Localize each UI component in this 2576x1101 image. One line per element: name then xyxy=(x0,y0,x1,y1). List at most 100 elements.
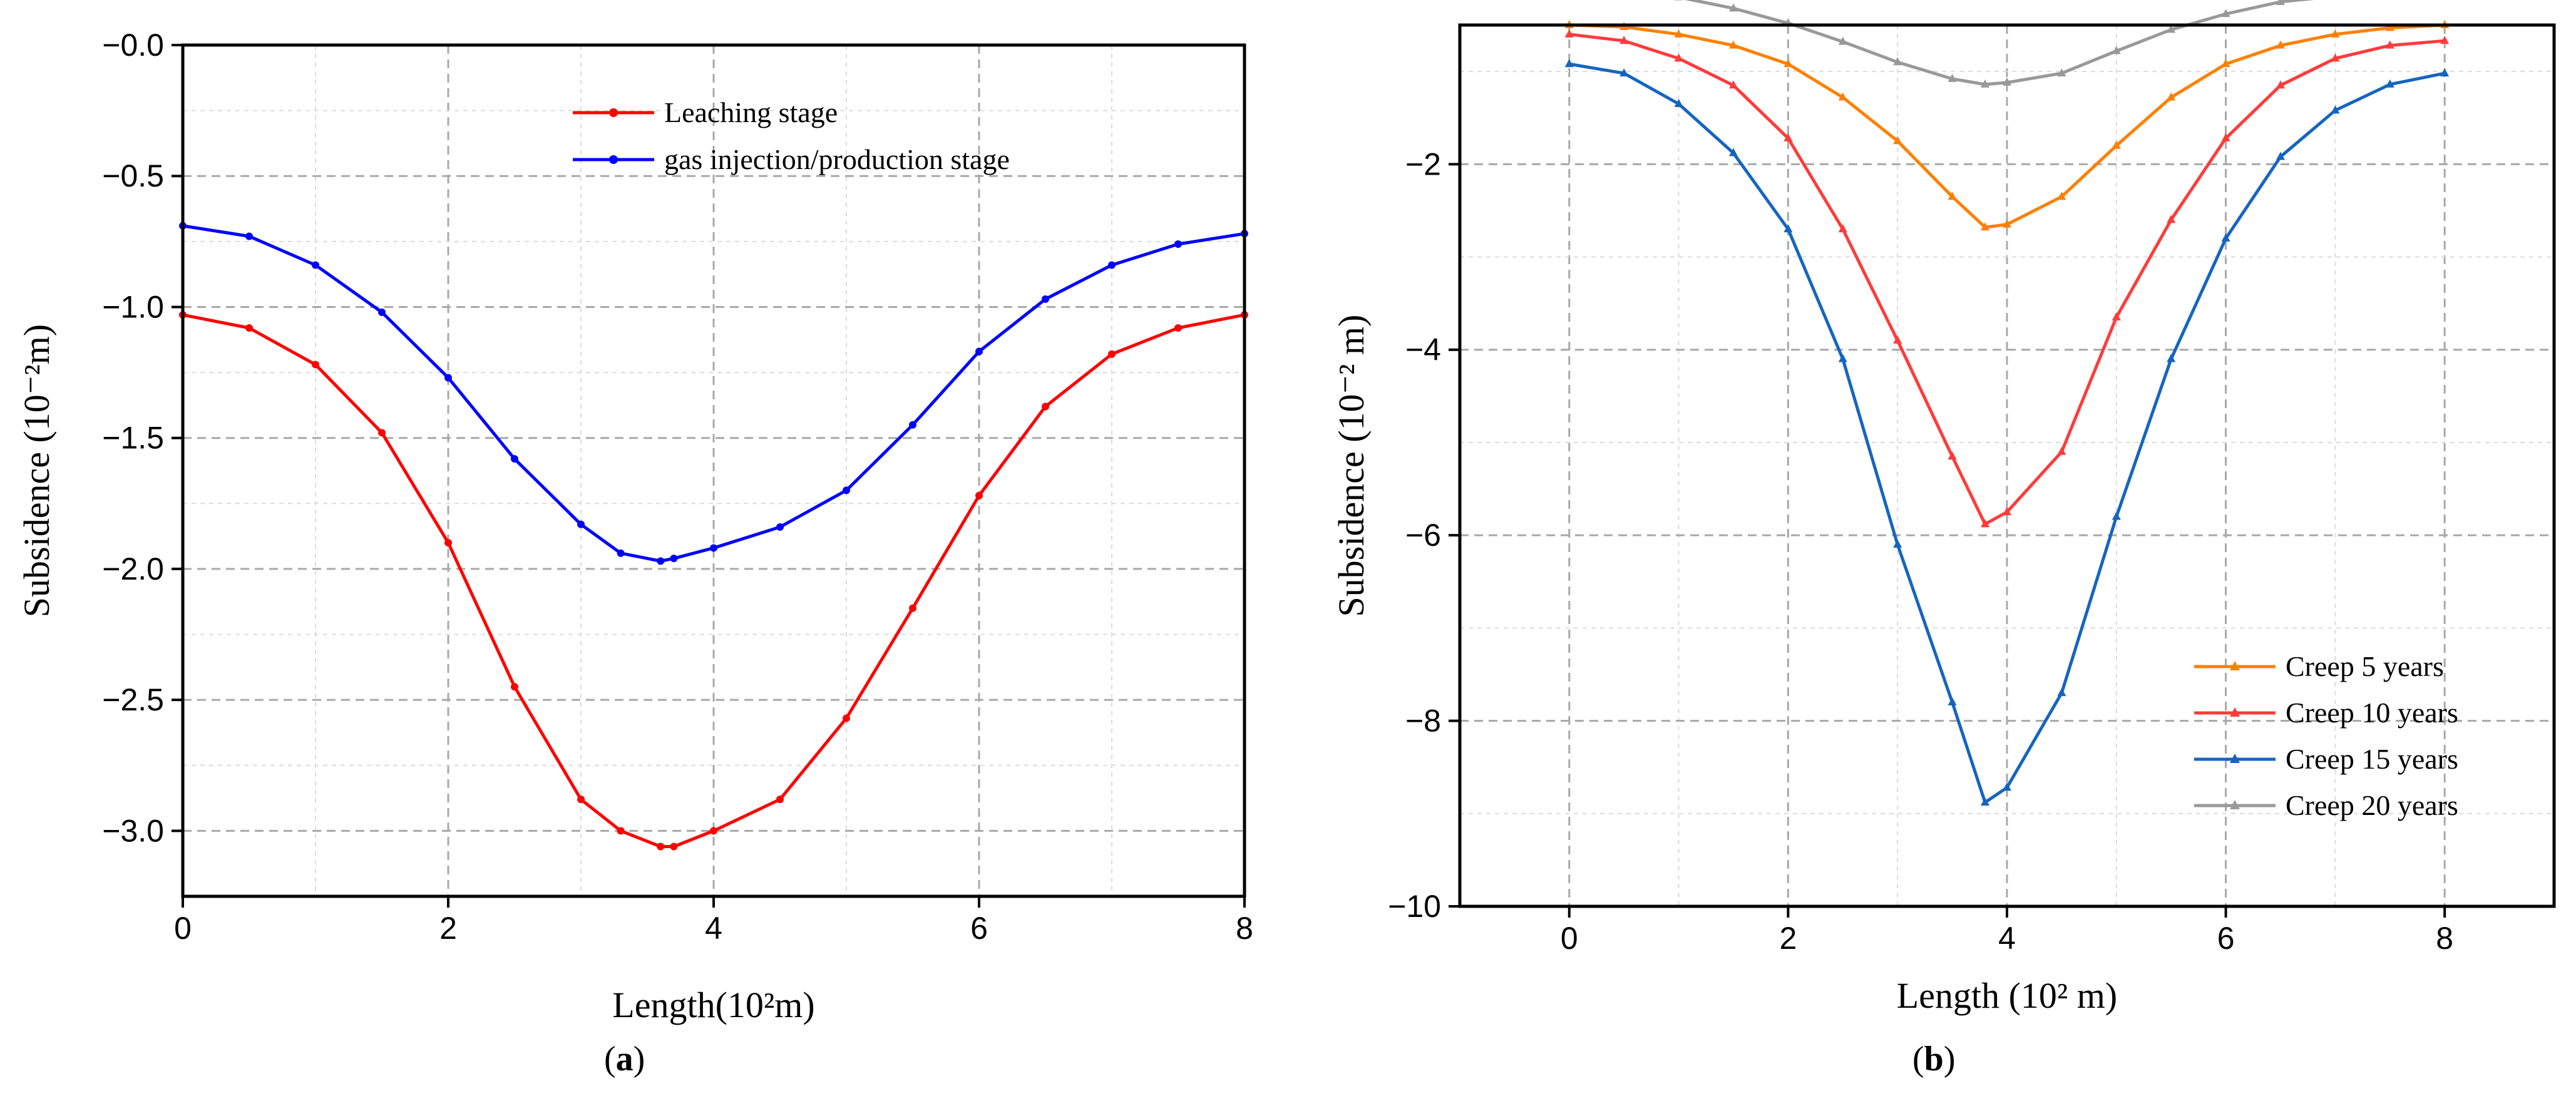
series-a-1 xyxy=(179,222,1248,565)
x-tick-label: 4 xyxy=(705,911,722,946)
data-point xyxy=(2331,53,2340,62)
x-axis-label-a: Length(10²m) xyxy=(612,985,814,1025)
chart-panel-a: 0 2 4 6 8 −0.0 −0.5 −1.0 −1.5 −2.0 −2.5 −3.0 Length(… xyxy=(16,28,1253,1025)
series-b-0 xyxy=(1564,20,2450,231)
data-point xyxy=(1838,224,1847,233)
data-point xyxy=(2112,140,2121,149)
data-point xyxy=(1729,40,1738,49)
legend-a: Leaching stage gas injection/production s… xyxy=(573,96,1010,175)
data-point xyxy=(1947,697,1957,705)
data-point xyxy=(378,308,386,316)
y-tick-label: −0.0 xyxy=(102,28,164,63)
data-point xyxy=(776,523,784,531)
data-point xyxy=(843,714,850,722)
panel-label-a-letter: a xyxy=(615,1040,634,1078)
data-point xyxy=(843,486,850,494)
data-point xyxy=(1564,59,1574,68)
data-point xyxy=(617,827,625,835)
data-point xyxy=(577,796,585,804)
x-tick-label: 0 xyxy=(174,911,192,946)
data-point xyxy=(1981,222,1990,231)
data-point xyxy=(1893,136,1902,145)
y-axis-label-a: Subsidence (10⁻²m) xyxy=(16,324,57,617)
data-point xyxy=(2057,688,2066,697)
legend-label: Creep 5 years xyxy=(2286,650,2444,682)
data-point xyxy=(2221,9,2230,18)
data-point xyxy=(710,544,717,552)
legend-label: Leaching stage xyxy=(664,96,838,128)
data-point xyxy=(1893,57,1902,66)
y-tick-label: −6 xyxy=(1405,518,1441,553)
data-point xyxy=(245,232,253,240)
data-point xyxy=(1564,29,1574,38)
data-point xyxy=(2221,133,2230,141)
data-point xyxy=(1674,0,1683,1)
data-point xyxy=(2276,0,2285,5)
legend-marker xyxy=(2230,661,2240,670)
data-point xyxy=(2167,215,2176,223)
data-point xyxy=(2003,782,2011,791)
data-point xyxy=(2003,219,2011,228)
legend-label: Creep 10 years xyxy=(2286,697,2458,729)
data-point xyxy=(2385,79,2394,88)
series-b-1 xyxy=(1564,29,2450,528)
data-point xyxy=(1947,73,1957,82)
data-point xyxy=(577,520,585,528)
data-point xyxy=(2276,151,2285,160)
series-line xyxy=(1684,0,2314,86)
data-point xyxy=(670,555,678,563)
data-point xyxy=(1619,68,1629,77)
data-point xyxy=(1042,295,1049,303)
x-tick-label: 0 xyxy=(1561,921,1578,956)
y-tick-label: −8 xyxy=(1405,704,1441,739)
y-tick-label: −1.0 xyxy=(102,289,164,324)
data-point xyxy=(670,842,678,851)
legend-marker xyxy=(609,108,618,117)
data-point xyxy=(2440,68,2450,77)
data-point xyxy=(1674,29,1683,38)
data-point xyxy=(2167,92,2176,101)
data-point xyxy=(2057,446,2066,455)
data-point xyxy=(511,455,518,463)
series-line xyxy=(1569,33,2445,526)
x-tick-label: 8 xyxy=(1236,911,1253,946)
y-tick-label: −4 xyxy=(1405,332,1441,367)
data-point xyxy=(2440,36,2450,44)
data-point xyxy=(2167,24,2176,33)
data-point xyxy=(1783,59,1793,68)
data-point xyxy=(2003,77,2011,86)
data-point xyxy=(2276,40,2285,49)
data-point xyxy=(1729,148,1738,156)
data-point xyxy=(1108,261,1116,269)
legend-label: gas injection/production stage xyxy=(664,143,1010,175)
data-point xyxy=(1674,53,1683,62)
data-point xyxy=(776,796,784,804)
data-point xyxy=(312,261,319,269)
legend-label: Creep 15 years xyxy=(2286,743,2458,775)
series-b-3 xyxy=(1674,0,2314,88)
data-point xyxy=(2221,59,2230,68)
data-point xyxy=(909,421,916,429)
x-tick-label: 2 xyxy=(439,911,457,946)
data-point xyxy=(2112,312,2121,320)
data-point xyxy=(2167,354,2176,362)
series-b-2 xyxy=(1564,59,2450,806)
data-point xyxy=(2331,105,2340,114)
y-tick-label: −2.0 xyxy=(102,551,164,586)
y-tick-label: −3.0 xyxy=(102,813,164,848)
y-axis-label-b: Subsidence (10⁻² m) xyxy=(1331,315,1372,617)
data-point xyxy=(1729,3,1738,12)
data-point xyxy=(1174,240,1182,248)
data-point xyxy=(1108,350,1116,358)
data-point xyxy=(378,429,386,437)
panel-label-b-letter: b xyxy=(1924,1040,1944,1078)
data-point xyxy=(2112,46,2121,54)
data-point xyxy=(511,683,518,691)
data-point xyxy=(975,347,983,356)
data-point xyxy=(1981,519,1990,528)
data-point xyxy=(1947,192,1957,200)
data-point xyxy=(2221,233,2230,242)
legend-b: Creep 5 years Creep 10 years Creep 15 year… xyxy=(2194,650,2458,821)
y-tick-label: −2.5 xyxy=(102,682,164,717)
